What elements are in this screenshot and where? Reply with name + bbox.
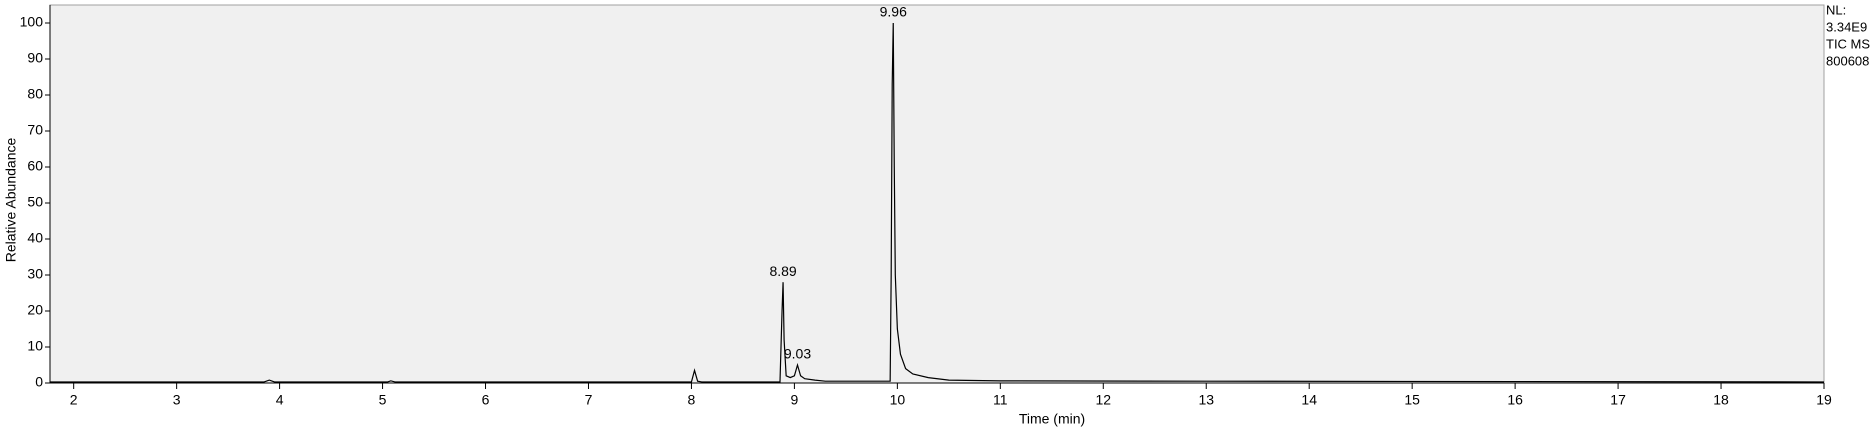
x-tick-label: 15 [1404, 392, 1420, 408]
x-tick-label: 6 [482, 392, 490, 408]
y-axis-label: Relative Abundance [3, 138, 19, 263]
x-tick-label: 16 [1507, 392, 1523, 408]
y-tick-label: 100 [20, 14, 44, 30]
info-line: 800608 [1826, 53, 1869, 68]
y-tick-label: 0 [35, 374, 43, 390]
y-tick-label: 20 [27, 302, 43, 318]
x-tick-label: 5 [379, 392, 387, 408]
x-tick-label: 8 [688, 392, 696, 408]
trace [50, 22, 1825, 383]
peak-label: 8.89 [769, 263, 796, 279]
y-tick-label: 90 [27, 50, 43, 66]
y-tick-label: 40 [27, 230, 43, 246]
x-tick-label: 14 [1301, 392, 1317, 408]
y-tick-label: 10 [27, 338, 43, 354]
y-tick-label: 60 [27, 158, 43, 174]
info-line: NL: [1826, 2, 1846, 17]
x-tick-label: 18 [1713, 392, 1729, 408]
x-tick-label: 2 [70, 392, 78, 408]
y-tick-label: 70 [27, 122, 43, 138]
x-tick-label: 12 [1095, 392, 1111, 408]
x-tick-label: 3 [173, 392, 181, 408]
y-tick-label: 80 [27, 86, 43, 102]
x-tick-label: 10 [890, 392, 906, 408]
x-tick-label: 17 [1610, 392, 1626, 408]
y-tick-label: 30 [27, 266, 43, 282]
x-tick-label: 7 [585, 392, 593, 408]
x-axis-label: Time (min) [1019, 411, 1085, 427]
info-line: 3.34E9 [1826, 19, 1867, 34]
plot-area [49, 4, 1825, 384]
x-tick-label: 19 [1816, 392, 1832, 408]
peak-label: 9.03 [784, 346, 811, 362]
y-tick-label: 50 [27, 194, 43, 210]
x-tick-label: 11 [993, 392, 1008, 408]
peak-label: 9.96 [880, 4, 907, 20]
x-tick-label: 9 [791, 392, 799, 408]
info-line: TIC MS [1826, 36, 1870, 51]
x-tick-label: 4 [276, 392, 284, 408]
x-tick-label: 13 [1198, 392, 1214, 408]
